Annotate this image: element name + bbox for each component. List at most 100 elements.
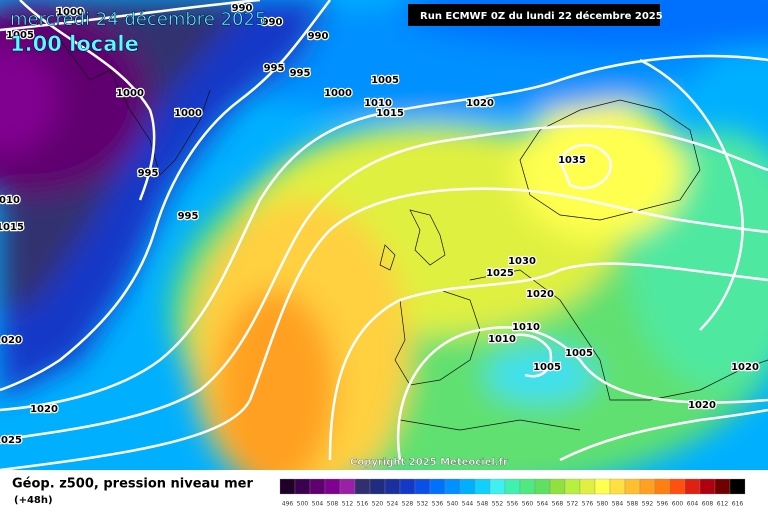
isobar-label: 990 [262,17,283,28]
colorbar-label: 564 [537,501,549,508]
isobar-label: 1000 [174,108,202,119]
colorbar-cell [339,478,356,495]
colorbar-label: 528 [402,501,414,508]
isobar-label: 1020 [30,404,58,415]
isobar-label: 990 [308,31,329,42]
colorbar-cell [729,478,746,495]
colorbar-label: 604 [687,501,699,508]
colorbar-cell [459,478,476,495]
isobar-label: 995 [138,168,159,179]
isobar-label: 1030 [508,256,536,267]
isobars [0,0,768,462]
colorbar-cell [684,478,701,495]
colorbar-cell [384,478,401,495]
isobar-label: 1000 [116,88,144,99]
colorbar-cell [534,478,551,495]
colorbar-cell [429,478,446,495]
date-title: mercredi 24 décembre 2025 [10,9,266,30]
colorbar-cell [324,478,341,495]
isobar-label: 1025 [486,268,514,279]
colorbar-label: 616 [732,501,744,508]
colorbar-label: 524 [387,501,399,508]
colorbar-cell [564,478,581,495]
colorbar-label: 588 [627,501,639,508]
colorbar-label: 592 [642,501,654,508]
colorbar-label: 512 [342,501,354,508]
legend-title: Géop. z500, pression niveau mer [12,477,253,492]
colorbar-label: 608 [702,501,714,508]
run-info: Run ECMWF 0Z du lundi 22 décembre 2025 [420,10,663,22]
colorbar-label: 516 [357,501,369,508]
colorbar-label: 504 [312,501,324,508]
colorbar-label: 508 [327,501,339,508]
colorbar-cell [669,478,686,495]
colorbar-label: 576 [582,501,594,508]
colorbar-cell [294,478,311,495]
colorbar-label: 596 [657,501,669,508]
isobar-label: 1015 [0,222,24,233]
colorbar-label: 540 [447,501,459,508]
isobar-label: 1005 [6,30,34,41]
isobar-label: 1020 [526,289,554,300]
colorbar-cell [594,478,611,495]
colorbar-label: 556 [507,501,519,508]
isobar-label: 1005 [533,362,561,373]
colorbar-cell [699,478,716,495]
isobar-label: 1035 [558,155,586,166]
isobar-label: 1005 [371,75,399,86]
run-box [408,4,660,26]
isobar-label: 1000 [56,7,84,18]
colorbar-label: 568 [552,501,564,508]
colorbar-label: 580 [597,501,609,508]
colorbar-label: 496 [282,501,294,508]
colorbar-cell [579,478,596,495]
colorbar-cell [489,478,506,495]
isobar-label: 995 [178,211,199,222]
isobar-label: 990 [232,3,253,14]
colorbar-cell [609,478,626,495]
local-time: 1.00 locale [10,32,139,56]
isobar-label: 1005 [565,348,593,359]
colorbar-label: 612 [717,501,729,508]
isobar-labels: 1000 1005 990 990 990 995 995 1005 1000 1000 1000 1… [0,2,760,448]
coastlines [59,39,768,431]
isobar-label: 1010 [488,334,516,345]
isobar-label: 1010 [364,98,392,109]
isobar-label: 1020 [688,400,716,411]
colorbar-cell [504,478,521,495]
isobar-label: 1010 [512,322,540,333]
isobar-label: 995 [264,63,285,74]
colorbar-cell [474,478,491,495]
colorbar-cell [549,478,566,495]
colorbar-cell [444,478,461,495]
colorbar-label: 572 [567,501,579,508]
isobar-label: 1000 [324,88,352,99]
isobar-label: 1010 [0,195,20,206]
colorbar-label: 584 [612,501,624,508]
colorbar-cell [414,478,431,495]
colorbar-label: 544 [462,501,474,508]
colorbar-label: 500 [297,501,309,508]
isobar-label: 1025 [0,435,22,446]
colorbar-label: 548 [477,501,489,508]
colorbar-label: 600 [672,501,684,508]
isobar-label: 1020 [466,98,494,109]
colorbar-label: 552 [492,501,504,508]
colorbar-cell [519,478,536,495]
colorbar-label: 520 [372,501,384,508]
colorbar-label: 536 [432,501,444,508]
isobar-label: 1020 [0,335,22,346]
colorbar-cell [654,478,671,495]
isobar-label: 995 [290,68,311,79]
colorbar-cell [399,478,416,495]
isobar-label: 1020 [731,362,759,373]
copyright: Copyright 2025 Meteociel.fr [350,457,508,468]
colorbar-cell [624,478,641,495]
colorbar-cell [639,478,656,495]
legend-subtitle: (+48h) [14,495,53,506]
colorbar-label: 560 [522,501,534,508]
colorbar-label: 532 [417,501,429,508]
isobar-label: 1015 [376,108,404,119]
colorbar-cell [354,478,371,495]
